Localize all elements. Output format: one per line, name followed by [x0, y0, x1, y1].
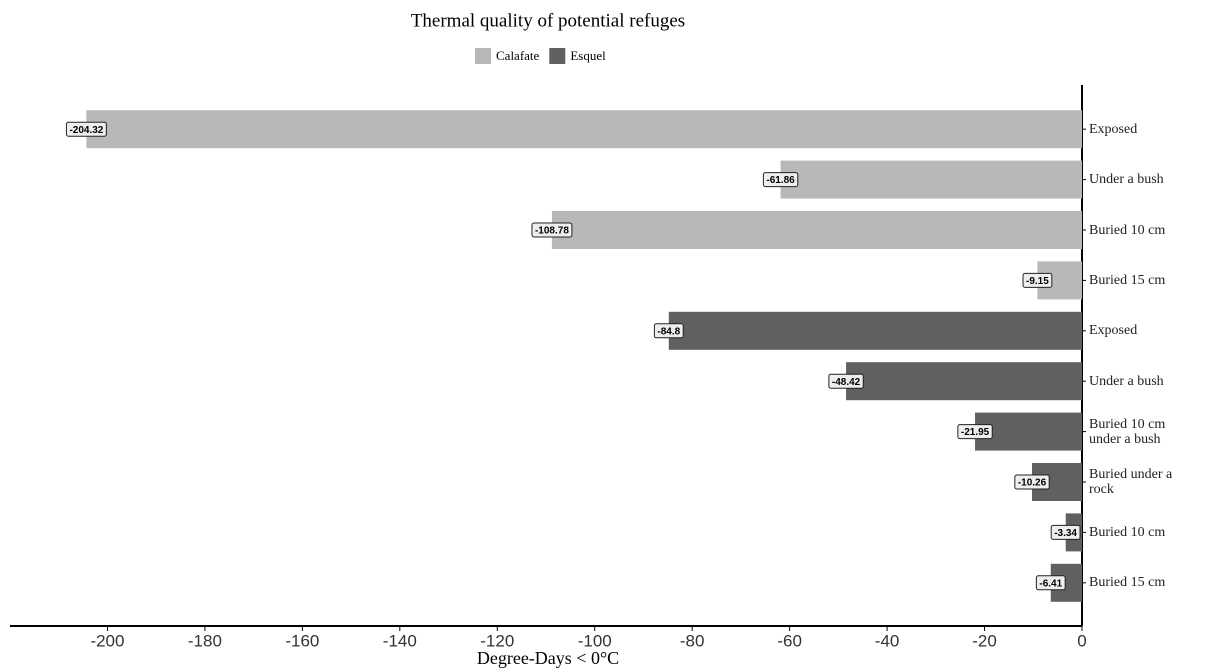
bar [551, 211, 1082, 249]
y-tick-label: Buried 15 cm [1089, 272, 1166, 288]
value-label: -6.41 [1039, 578, 1062, 589]
value-label-box [828, 373, 864, 389]
legend-swatch [549, 48, 566, 64]
legend-label: Esquel [570, 48, 606, 63]
chart-title: Thermal quality of potential refuges [411, 10, 685, 31]
bar [668, 311, 1082, 350]
legend-label: Calafate [496, 48, 540, 63]
value-label: -108.78 [535, 226, 569, 237]
bar [780, 160, 1082, 199]
value-label-box [957, 424, 993, 440]
value-label-box [1014, 474, 1050, 490]
y-tick-label: Buried 10 cm under a bush [1089, 416, 1166, 447]
x-tick-label: -120 [480, 631, 514, 650]
y-tick-label: Under a bush [1089, 373, 1164, 389]
value-label-box [531, 222, 573, 238]
value-label-box [1022, 272, 1053, 288]
y-tick-label: Exposed [1089, 323, 1138, 339]
bar [86, 110, 1083, 149]
x-tick-label: -160 [285, 631, 319, 650]
value-label: -84.8 [657, 326, 680, 337]
value-label-box [1035, 575, 1066, 591]
bar [975, 412, 1082, 451]
x-tick-label: -20 [972, 631, 997, 650]
value-label: -21.95 [961, 427, 990, 438]
value-label: -204.32 [69, 125, 103, 136]
x-tick-label: -200 [90, 631, 124, 650]
value-label-box [653, 323, 684, 339]
x-tick-label: -60 [777, 631, 802, 650]
value-label-box [762, 172, 799, 188]
legend-swatch [475, 48, 491, 64]
y-tick-label: Under a bush [1089, 172, 1164, 188]
y-tick-label: Exposed [1089, 121, 1138, 137]
value-label-box [65, 121, 107, 137]
y-tick-label: Buried 10 cm [1089, 524, 1166, 540]
y-tick-label: Buried 15 cm [1089, 575, 1166, 591]
x-tick-label: -180 [188, 631, 222, 650]
bar [846, 362, 1082, 401]
x-tick-label: 0 [1077, 631, 1086, 650]
value-label: -10.26 [1018, 478, 1047, 489]
x-tick-label: -100 [578, 631, 612, 650]
y-tick-label: Buried 10 cm [1089, 222, 1166, 238]
y-tick-label: Buried under a rock [1089, 467, 1173, 497]
x-axis-title: Degree-Days < 0°C [477, 648, 619, 668]
x-tick-label: -40 [875, 631, 900, 650]
value-label: -48.42 [832, 377, 861, 388]
x-tick-label: -140 [383, 631, 417, 650]
x-tick-label: -80 [680, 631, 705, 650]
value-label: -3.34 [1054, 528, 1077, 539]
value-label-box [1050, 524, 1081, 540]
value-label: -61.86 [766, 175, 795, 186]
value-label: -9.15 [1026, 276, 1049, 287]
